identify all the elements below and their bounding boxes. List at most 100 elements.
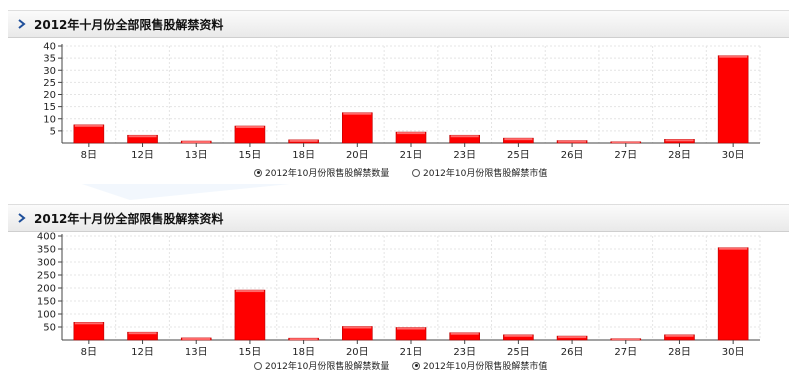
bar-highlight bbox=[235, 290, 264, 293]
bar-highlight bbox=[611, 141, 640, 143]
x-tick-label: 23日 bbox=[453, 347, 476, 358]
x-tick-label: 12日 bbox=[131, 150, 154, 161]
y-tick-label: 350 bbox=[37, 245, 56, 256]
legend-item-value[interactable]: 2012年10月份限售股解禁市值 bbox=[412, 359, 547, 372]
bar-highlight bbox=[450, 332, 479, 335]
bar-highlight bbox=[558, 336, 587, 339]
y-tick-label: 200 bbox=[37, 284, 56, 295]
panel-release-value: 2012年十月份全部限售股解禁资料 50 100 150 200 250 300 350 40… bbox=[8, 204, 789, 374]
legend-label-count: 2012年10月份限售股解禁数量 bbox=[265, 169, 390, 179]
bar-highlight bbox=[343, 326, 372, 329]
legend-item-count[interactable]: 2012年10月份限售股解禁数量 bbox=[254, 359, 389, 372]
chevron-right-icon bbox=[18, 213, 26, 223]
legend-item-value[interactable]: 2012年10月份限售股解禁市值 bbox=[412, 166, 547, 179]
y-tick-label: 35 bbox=[43, 54, 56, 65]
radio-count[interactable] bbox=[254, 361, 262, 370]
bar-highlight bbox=[504, 334, 533, 337]
x-tick-label: 13日 bbox=[185, 150, 208, 161]
y-tick-label: 5 bbox=[50, 126, 56, 137]
y-tick-label: 15 bbox=[43, 102, 56, 113]
y-tick-label: 25 bbox=[43, 78, 56, 89]
x-tick-label: 12日 bbox=[131, 347, 154, 358]
bar-highlight bbox=[182, 141, 211, 143]
bar-highlight bbox=[128, 135, 157, 138]
bar-highlight bbox=[558, 140, 587, 143]
y-tick-label: 400 bbox=[37, 232, 56, 243]
y-tick-label: 300 bbox=[37, 258, 56, 269]
x-tick-label: 23日 bbox=[453, 150, 476, 161]
bar-highlight bbox=[665, 139, 694, 142]
panel-header: 2012年十月份全部限售股解禁资料 bbox=[8, 10, 789, 38]
panel-title: 2012年十月份全部限售股解禁资料 bbox=[34, 18, 224, 32]
x-tick-label: 25日 bbox=[507, 150, 530, 161]
bar-highlight bbox=[719, 55, 748, 58]
bar-highlight bbox=[397, 132, 425, 135]
bar-highlight bbox=[665, 334, 694, 337]
radio-value[interactable] bbox=[412, 361, 420, 370]
x-tick-label: 8日 bbox=[81, 347, 97, 358]
radio-value[interactable] bbox=[412, 168, 420, 177]
x-tick-label: 26日 bbox=[561, 347, 584, 358]
x-tick-label: 18日 bbox=[292, 347, 315, 358]
legend-item-count[interactable]: 2012年10月份限售股解禁数量 bbox=[254, 166, 389, 179]
x-tick-label: 18日 bbox=[292, 150, 315, 161]
x-tick-label: 20日 bbox=[346, 150, 369, 161]
bar-highlight bbox=[397, 327, 425, 330]
bar bbox=[73, 124, 105, 144]
x-tick-label: 21日 bbox=[400, 347, 423, 358]
x-tick-label: 20日 bbox=[346, 347, 369, 358]
x-tick-label: 27日 bbox=[614, 347, 637, 358]
bar bbox=[717, 247, 749, 341]
chevron-right-icon bbox=[18, 19, 26, 29]
legend-label-count: 2012年10月份限售股解禁数量 bbox=[265, 362, 390, 372]
panel-title: 2012年十月份全部限售股解禁资料 bbox=[34, 212, 224, 226]
x-tick-label: 15日 bbox=[239, 150, 262, 161]
x-tick-label: 28日 bbox=[668, 150, 691, 161]
bar-highlight bbox=[289, 139, 318, 142]
x-tick-label: 21日 bbox=[400, 150, 423, 161]
y-tick-label: 150 bbox=[37, 297, 56, 308]
radio-count[interactable] bbox=[254, 168, 262, 177]
legend-label-value: 2012年10月份限售股解禁市值 bbox=[423, 169, 548, 179]
bar-highlight bbox=[235, 126, 264, 129]
x-tick-label: 25日 bbox=[507, 347, 530, 358]
bar-highlight bbox=[504, 138, 533, 141]
bar-highlight bbox=[182, 337, 211, 340]
x-tick-label: 26日 bbox=[561, 150, 584, 161]
bar-highlight bbox=[74, 322, 103, 325]
bar-highlight bbox=[450, 135, 479, 138]
x-tick-label: 30日 bbox=[722, 347, 745, 358]
x-tick-label: 30日 bbox=[722, 150, 745, 161]
y-tick-label: 20 bbox=[43, 90, 56, 101]
chart-legend: 2012年10月份限售股解禁数量 2012年10月份限售股解禁市值 bbox=[8, 166, 789, 180]
y-tick-label: 100 bbox=[37, 310, 56, 321]
x-tick-label: 13日 bbox=[185, 347, 208, 358]
bar-highlight bbox=[611, 338, 640, 340]
legend-label-value: 2012年10月份限售股解禁市值 bbox=[423, 362, 548, 372]
bar bbox=[73, 322, 105, 341]
y-tick-label: 250 bbox=[37, 271, 56, 282]
x-tick-label: 28日 bbox=[668, 347, 691, 358]
x-tick-label: 8日 bbox=[81, 150, 97, 161]
bar-highlight bbox=[289, 338, 318, 340]
bar-highlight bbox=[74, 124, 103, 127]
y-tick-label: 30 bbox=[43, 66, 56, 77]
bar-chart-release-value: 50 100 150 200 250 300 350 400 8日 12日 13日 15日 18日 20日… bbox=[37, 232, 761, 358]
bar bbox=[717, 55, 749, 144]
bar-highlight bbox=[343, 112, 372, 115]
bar bbox=[342, 112, 373, 144]
y-tick-label: 10 bbox=[43, 114, 56, 125]
bar-highlight bbox=[719, 247, 748, 250]
y-tick-label: 50 bbox=[43, 323, 56, 334]
bar bbox=[342, 326, 373, 341]
bar-highlight bbox=[128, 332, 157, 335]
bar bbox=[234, 289, 266, 341]
panel-header: 2012年十月份全部限售股解禁资料 bbox=[8, 204, 789, 232]
y-tick-label: 40 bbox=[43, 42, 56, 53]
x-tick-label: 15日 bbox=[239, 347, 262, 358]
x-tick-label: 27日 bbox=[614, 150, 637, 161]
chart-legend: 2012年10月份限售股解禁数量 2012年10月份限售股解禁市值 bbox=[8, 359, 789, 373]
panel-release-count: 2012年十月份全部限售股解禁资料 5 10 15 20 25 30 35 40 8日 12日 13… bbox=[8, 10, 789, 184]
bar bbox=[234, 125, 266, 144]
